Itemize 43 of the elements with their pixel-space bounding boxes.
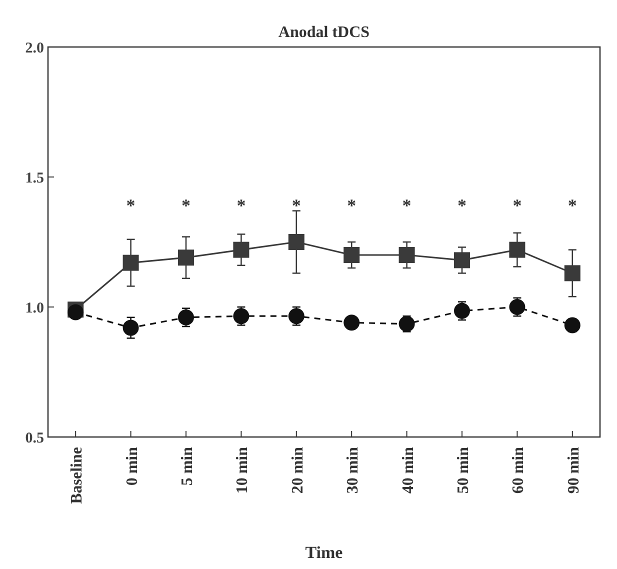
x-tick-label: 5 min — [179, 446, 196, 486]
x-tick-label: 10 min — [234, 446, 252, 494]
point — [509, 299, 526, 315]
point — [233, 242, 250, 258]
point — [344, 314, 360, 331]
point — [233, 308, 250, 324]
x-tick-label: 30 min — [344, 446, 362, 494]
annotation: * — [236, 196, 246, 216]
x-tick-label: Baseline — [68, 447, 86, 504]
point — [564, 317, 580, 334]
point — [564, 265, 580, 282]
annotation: * — [512, 196, 522, 216]
point — [398, 316, 415, 332]
point — [178, 309, 194, 326]
point — [288, 308, 304, 324]
point — [288, 234, 304, 250]
x-tick-label: 0 min — [124, 446, 141, 486]
annotation: * — [182, 196, 190, 216]
y-tick-label: 2.0 — [25, 40, 44, 56]
chart-title: Anodal tDCS — [278, 24, 370, 41]
y-tick-label: 1.5 — [25, 170, 44, 186]
y-tick-label: 1.0 — [25, 300, 44, 316]
annotation: * — [568, 196, 577, 216]
x-tick-label: 50 min — [455, 446, 472, 494]
annotation: * — [126, 196, 136, 216]
point — [509, 242, 526, 258]
point — [122, 320, 139, 336]
point — [454, 252, 470, 268]
annotation: * — [458, 196, 466, 216]
x-tick-label: 90 min — [565, 446, 582, 494]
y-tick-label: 0.5 — [25, 430, 44, 446]
x-axis-title: Time — [305, 543, 344, 562]
annotation: * — [402, 196, 412, 216]
annotation: * — [292, 196, 301, 216]
point — [398, 247, 415, 263]
point — [344, 247, 360, 263]
x-tick-label: 40 min — [400, 446, 417, 494]
x-tick-label: 60 min — [510, 446, 528, 494]
x-tick-label: 20 min — [289, 446, 306, 494]
point — [178, 250, 194, 266]
annotation: * — [347, 196, 356, 216]
point — [454, 302, 470, 319]
point — [122, 254, 139, 271]
